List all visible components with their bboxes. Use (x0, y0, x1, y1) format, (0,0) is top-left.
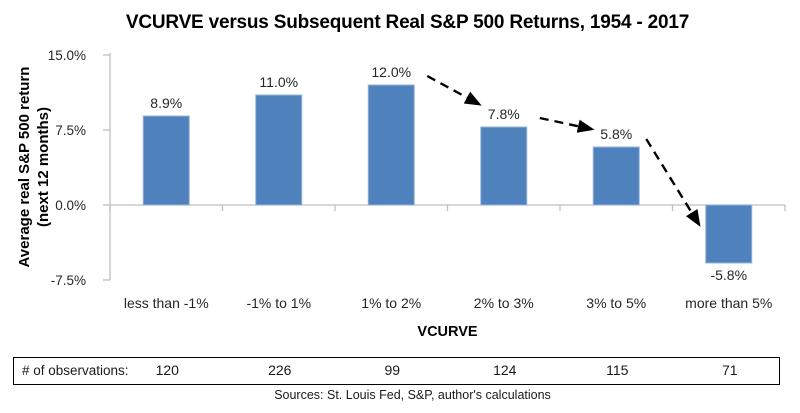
observations-value: 226 (268, 362, 292, 378)
observations-value: 71 (721, 362, 738, 378)
bar-value-label: 7.8% (488, 106, 520, 122)
x-axis-title: VCURVE (417, 324, 478, 340)
observations-label: # of observations: (22, 363, 129, 378)
observations-value: 120 (155, 362, 179, 378)
observations-box: # of observations: 120 226 99 124 115 71 (13, 357, 780, 385)
bar (142, 115, 190, 206)
trend-arrow (426, 74, 482, 106)
bar (480, 126, 528, 206)
y-tick-label: 7.5% (55, 123, 86, 138)
category-label: 1% to 2% (361, 295, 421, 311)
y-tick-label: 15.0% (48, 48, 86, 63)
observations-value: 99 (384, 362, 401, 378)
category-label: 3% to 5% (586, 295, 646, 311)
y-tick-label: 0.0% (55, 198, 86, 213)
bar-value-label: 8.9% (150, 95, 182, 111)
category-label: less than -1% (124, 295, 209, 311)
bar-value-label: 5.8% (600, 126, 632, 142)
trend-arrow (645, 138, 701, 227)
chart-title: VCURVE versus Subsequent Real S&P 500 Re… (125, 12, 690, 33)
sources-note: Sources: St. Louis Fed, S&P, author's ca… (274, 388, 551, 402)
bar (592, 146, 640, 206)
bar-value-label: 11.0% (259, 74, 298, 90)
category-label: 2% to 3% (474, 295, 534, 311)
observations-value: 115 (606, 362, 629, 378)
observations-value: 124 (493, 362, 517, 378)
bar (255, 94, 303, 206)
trend-arrow (539, 116, 595, 133)
y-tick-label: -7.5% (51, 273, 86, 288)
bar (367, 84, 415, 206)
bar-chart-plot: 15.0% 7.5% 0.0% -7.5% 8.9% less than -1% 11.0%… (48, 48, 786, 311)
category-label: more than 5% (685, 295, 772, 311)
bar (705, 204, 753, 264)
bar-value-label: -5.8% (710, 267, 747, 283)
bar-value-label: 12.0% (371, 64, 411, 80)
category-label: -1% to 1% (246, 295, 311, 311)
